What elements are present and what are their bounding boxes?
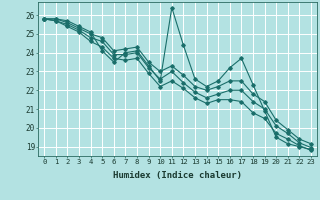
X-axis label: Humidex (Indice chaleur): Humidex (Indice chaleur) <box>113 171 242 180</box>
